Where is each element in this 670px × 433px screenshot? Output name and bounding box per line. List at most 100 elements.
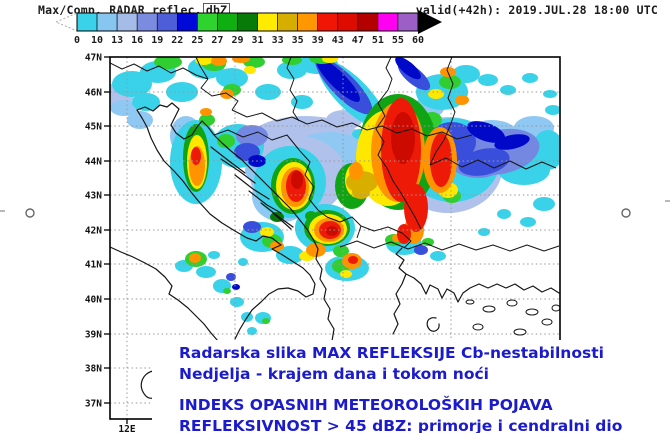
colorbar-segment [237, 12, 258, 32]
colorbar-tick-label: 31 [252, 35, 264, 46]
colorbar-segment [136, 12, 158, 32]
radar-blob [127, 111, 153, 129]
caption-block-forecast: Radarska slika MAX REFLEKSIJE Cb-nestabi… [179, 343, 604, 385]
radar-blob [395, 57, 421, 80]
colorbar-tick-label: 0 [74, 35, 80, 46]
colorbar-segment [357, 12, 379, 32]
colorbar-segment [277, 12, 298, 32]
country-border [375, 89, 422, 230]
country-border [200, 78, 239, 111]
colorbar-tick-label: 51 [372, 35, 384, 46]
radar-blob [414, 245, 428, 255]
radar-blob [196, 266, 216, 278]
colorbar-tick-label: 19 [151, 35, 163, 46]
colorbar-tick-label: 10 [91, 35, 103, 46]
radar-blob [238, 258, 248, 266]
radar-blob [348, 256, 358, 264]
lat-label: 44N [85, 157, 102, 168]
island-outline [482, 305, 496, 313]
radar-blob [545, 105, 560, 115]
radar-blob [260, 227, 274, 237]
radar-blob [226, 273, 236, 281]
lat-label: 43N [85, 191, 102, 202]
island-outline [551, 304, 560, 312]
radar-blob [326, 226, 338, 236]
colorbar-tick-label: 27 [211, 35, 223, 46]
country-border [429, 57, 456, 166]
colorbar-tick-label: 35 [292, 35, 304, 46]
radar-blob [340, 270, 352, 278]
radar-blob [478, 228, 490, 236]
radar-blob [306, 243, 326, 257]
colorbar-segment [76, 12, 98, 32]
island-outline [513, 328, 527, 336]
colorbar-tick-label: 47 [352, 35, 364, 46]
lon-label: 12E [118, 424, 135, 433]
colorbar-segment [337, 12, 359, 32]
white-caption-panel [152, 340, 670, 433]
country-border [195, 57, 209, 80]
radar-blob [247, 327, 257, 335]
radar-blob [430, 251, 446, 261]
coastline [110, 246, 219, 342]
radar-blob [255, 84, 281, 100]
radar-blob [110, 100, 138, 116]
radar-blob [230, 297, 244, 307]
radar-blob [195, 57, 213, 65]
colorbar-lead-wedge [54, 12, 78, 32]
radar-blob [154, 57, 182, 69]
radar-blob [191, 147, 201, 165]
radar-blob [216, 68, 248, 88]
country-border [385, 57, 393, 91]
radar-blob [217, 134, 235, 148]
coastline [210, 146, 246, 174]
radar-blob [458, 148, 510, 176]
coastline [170, 102, 335, 342]
caption-line-2: Nedjelja - krajem dana i tokom noći [179, 365, 489, 383]
coastline [272, 212, 292, 230]
radar-blob [322, 57, 338, 63]
island-outline [465, 299, 475, 305]
radar-blob [244, 66, 256, 74]
radar-blob [422, 238, 434, 246]
map-frame-and-axes: 47N 46N 45N 44N 43N 42N 41N 40N 39N 38N 37N 12E [85, 53, 561, 433]
colorbar-segment [217, 12, 238, 32]
lat-label: 39N [85, 330, 102, 341]
country-border [339, 240, 560, 252]
radar-blob [439, 75, 461, 89]
lat-label: 38N [85, 364, 102, 375]
country-border [360, 225, 412, 249]
country-border [213, 129, 301, 152]
colorbar: 0 10 13 16 19 22 25 27 29 31 33 35 39 43 47 51 55 60 [54, 10, 442, 46]
colorbar-segment [176, 12, 198, 32]
colorbar-segment [197, 12, 218, 32]
colorbar-segment [317, 12, 339, 32]
country-border [286, 57, 300, 122]
colorbar-tick-label: 22 [171, 35, 183, 46]
radar-blob [189, 253, 201, 263]
lat-label: 40N [85, 295, 102, 306]
radar-blob [291, 95, 313, 109]
radar-blob [478, 74, 498, 86]
radar-blob [466, 121, 506, 143]
degree-circle-mark [25, 208, 35, 218]
radar-blob [497, 209, 511, 219]
colorbar-segment [257, 12, 278, 32]
radar-blob [349, 162, 363, 180]
radar-blob [397, 224, 411, 244]
caption-line-4: REFLEKSIVNOST > 45 dBZ: primorje i cendr… [179, 417, 623, 433]
colorbar-arrow [418, 10, 442, 34]
radar-blob [404, 184, 428, 232]
radar-blob [316, 58, 360, 102]
caption-line-1: Radarska slika MAX REFLEKSIJE Cb-nestabi… [179, 344, 604, 362]
lat-label: 42N [85, 226, 102, 237]
radar-blob [533, 197, 555, 211]
island-outline [472, 323, 484, 331]
radar-blob [132, 93, 160, 111]
country-border [231, 109, 473, 140]
radar-blob [166, 82, 198, 102]
caption-line-3: INDEKS OPASNIH METEOROLOŠKIH POJAVA [179, 396, 553, 414]
radar-blob [282, 57, 302, 65]
